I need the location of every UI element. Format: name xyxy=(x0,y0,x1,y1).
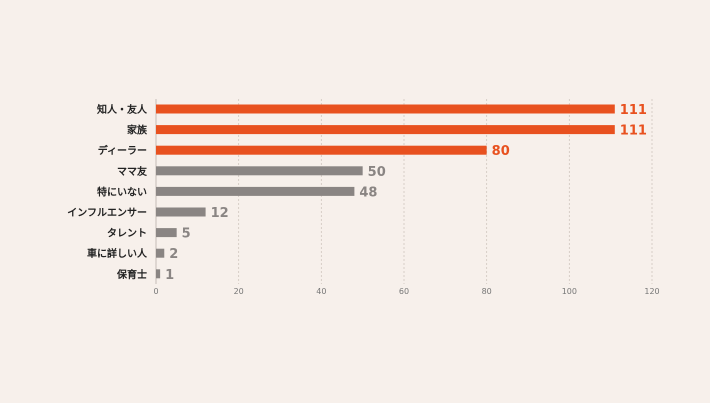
category-label: 特にいない xyxy=(97,185,147,198)
bar xyxy=(156,228,177,238)
category-label: ママ友 xyxy=(117,165,147,178)
bar xyxy=(156,269,161,279)
category-label: 知人・友人 xyxy=(96,103,148,116)
category-label: 車に詳しい人 xyxy=(87,247,148,260)
bar xyxy=(156,104,615,114)
value-label: 1 xyxy=(165,268,174,283)
category-label: タレント xyxy=(107,228,147,240)
category-label: ディーラー xyxy=(98,144,147,157)
value-label: 50 xyxy=(368,165,386,180)
value-label: 48 xyxy=(359,185,377,200)
x-tick-label: 80 xyxy=(482,287,492,296)
x-tick-label: 20 xyxy=(234,287,244,296)
bar xyxy=(156,186,355,196)
x-tick-label: 40 xyxy=(316,287,326,296)
bar xyxy=(156,166,363,176)
value-label: 12 xyxy=(211,206,229,221)
x-tick-label: 60 xyxy=(399,287,409,296)
x-tick-label: 0 xyxy=(153,287,158,296)
bar xyxy=(156,145,487,155)
x-tick-label: 120 xyxy=(644,287,659,296)
value-label: 2 xyxy=(169,247,178,262)
value-label: 80 xyxy=(492,144,510,159)
value-label: 111 xyxy=(620,124,647,139)
bar xyxy=(156,248,165,258)
category-label: 家族 xyxy=(127,124,148,137)
x-tick-label: 100 xyxy=(562,287,577,296)
bar xyxy=(156,207,206,217)
category-label: インフルエンサー xyxy=(67,207,147,219)
value-label: 5 xyxy=(182,227,191,242)
bar xyxy=(156,125,615,135)
value-label: 111 xyxy=(620,103,647,118)
category-label: 保育士 xyxy=(116,268,147,281)
